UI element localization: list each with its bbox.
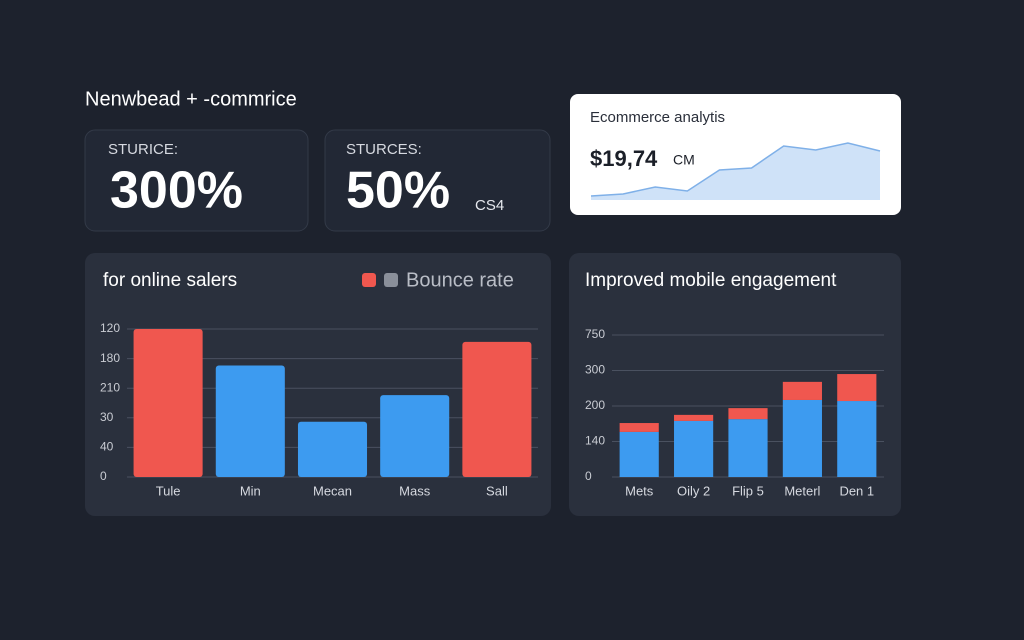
y-tick-label: 300 <box>585 363 605 377</box>
panel-title: Improved mobile engagement <box>585 270 837 291</box>
bar-segment <box>619 423 659 432</box>
legend-swatch <box>384 273 398 287</box>
stat-card <box>324 129 551 232</box>
stat-value: 50% <box>346 162 450 220</box>
analytics-unit: CM <box>673 152 695 168</box>
analytics-title: Ecommerce analytis <box>590 109 725 126</box>
x-tick-label: Sall <box>486 483 508 498</box>
x-tick-label: Flip 5 <box>732 483 764 498</box>
bar <box>133 329 203 477</box>
x-tick-label: Meterl <box>784 483 820 498</box>
trend-line <box>590 142 881 197</box>
y-tick-label: 200 <box>585 398 605 412</box>
stat-value: 300% <box>110 162 243 220</box>
legend-swatch <box>362 273 376 287</box>
bar-segment <box>728 419 768 477</box>
y-tick-label: 140 <box>585 434 605 448</box>
x-tick-label: Mass <box>399 483 431 498</box>
y-tick-label: 40 <box>100 440 114 454</box>
bar <box>380 395 450 477</box>
x-tick-label: Tule <box>156 483 181 498</box>
bar-segment <box>837 401 877 477</box>
header-title: Nenwbead + -commrice <box>85 88 297 110</box>
stat-unit: CS4 <box>475 197 504 214</box>
stat-label: STURICE: <box>108 141 178 158</box>
bar-segment <box>674 414 714 421</box>
x-tick-label: Mecan <box>313 483 352 498</box>
x-tick-label: Den 1 <box>839 483 874 498</box>
y-tick-label: 0 <box>585 469 592 483</box>
bar-segment <box>674 420 714 477</box>
stat-label: STURCES: <box>346 141 422 158</box>
bar-segment <box>728 408 768 420</box>
x-tick-label: Mets <box>625 483 654 498</box>
x-tick-label: Oily 2 <box>677 483 710 498</box>
bar <box>462 341 532 477</box>
bar <box>215 365 285 477</box>
legend-label: Bounce rate <box>406 269 514 291</box>
trend-area <box>591 143 880 200</box>
bar <box>297 421 368 477</box>
bar-segment <box>782 399 822 477</box>
y-tick-label: 30 <box>100 410 114 424</box>
bar-segment <box>837 374 877 402</box>
x-tick-label: Min <box>240 483 261 498</box>
bar-segment <box>782 381 822 400</box>
y-tick-label: 750 <box>585 327 605 341</box>
panel-title: for online salers <box>103 270 237 291</box>
y-tick-label: 0 <box>100 469 107 483</box>
y-tick-label: 120 <box>100 321 120 335</box>
y-tick-label: 210 <box>100 380 120 394</box>
analytics-value: $19,74 <box>590 146 658 171</box>
stat-card <box>84 129 309 232</box>
y-tick-label: 180 <box>100 351 120 365</box>
bar-segment <box>619 431 659 477</box>
